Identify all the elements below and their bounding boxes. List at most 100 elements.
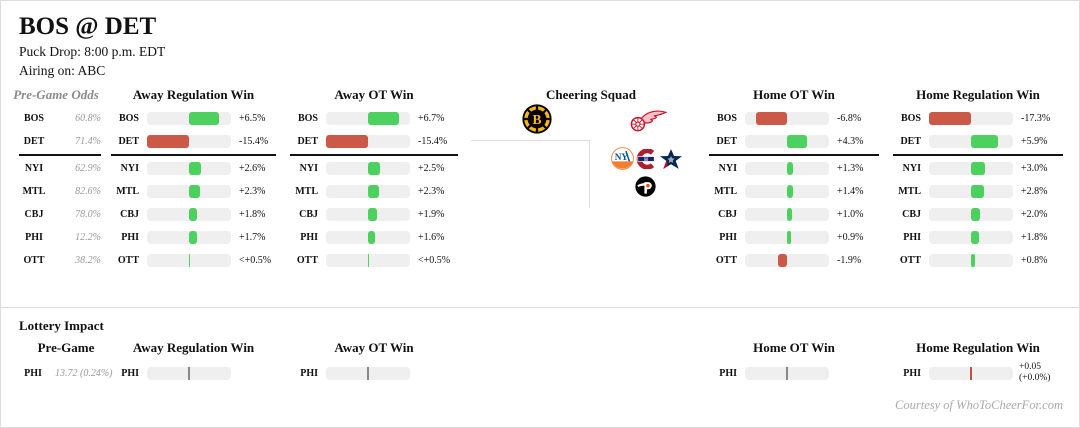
impact-row: NYI +3.0% xyxy=(893,157,1063,180)
impact-bar-fill xyxy=(787,135,807,148)
team-label: PHI xyxy=(719,232,737,243)
impact-bar-fill xyxy=(755,112,787,125)
impact-value: +3.0% xyxy=(1021,163,1048,174)
pregame-odds-title: Pre-Game Odds xyxy=(13,87,99,102)
impact-bar-fill xyxy=(787,162,793,175)
impact-bar-fill xyxy=(368,185,379,198)
team-label: BOS xyxy=(23,113,44,124)
svg-text:NY: NY xyxy=(615,152,629,162)
column-header: Home OT Win xyxy=(753,340,835,355)
impact-row: CBJ +2.0% xyxy=(893,203,1063,226)
lottery-home-regulation-column: Home Regulation Win PHI +0.05 (+0.0%) xyxy=(893,340,1063,383)
column-header: Away Regulation Win xyxy=(132,340,255,355)
blue-jackets-logo-icon xyxy=(660,149,682,169)
team-label: BOS xyxy=(900,113,921,124)
impact-value: +6.7% xyxy=(418,113,445,124)
impact-bar-fill xyxy=(189,185,200,198)
impact-value: -15.4% xyxy=(418,136,448,147)
team-label: MTL xyxy=(116,186,139,197)
impact-bar-fill xyxy=(971,254,975,267)
impact-bar xyxy=(929,162,1013,175)
impact-row: MTL +1.4% xyxy=(709,180,879,203)
lottery-row: PHI xyxy=(290,363,458,383)
team-label: MTL xyxy=(714,186,737,197)
impact-row: OTT -1.9% xyxy=(709,249,879,272)
team-label: PHI xyxy=(121,232,139,243)
pregame-odds-value: 12.2% xyxy=(75,232,101,243)
team-label: CBJ xyxy=(299,209,318,220)
impact-bar xyxy=(147,135,231,148)
impact-bar xyxy=(326,231,410,244)
impact-row: DET +4.3% xyxy=(709,130,879,153)
team-label: OTT xyxy=(715,255,737,266)
impact-bar-fill xyxy=(189,112,219,125)
impact-row: BOS -17.3% xyxy=(893,107,1063,130)
impact-bar-fill xyxy=(971,162,985,175)
cheering-squad-section: Cheering Squad B NY xyxy=(471,87,711,232)
pregame-odds-row: NYI 62.9% xyxy=(11,157,101,180)
team-label: PHI xyxy=(121,367,139,379)
lottery-value: +0.05 (+0.0%) xyxy=(1019,362,1050,385)
flyers-logo-icon xyxy=(635,176,656,197)
lottery-tick xyxy=(970,366,972,380)
pregame-odds-column: Pre-Game Odds BOS 60.8% DET 71.4% NYI 62.9% MTL… xyxy=(11,87,101,272)
lottery-tick xyxy=(367,366,369,380)
section-divider xyxy=(1,307,1079,308)
team-label: CBJ xyxy=(718,209,737,220)
lottery-tick xyxy=(188,366,190,380)
impact-row: NYI +1.3% xyxy=(709,157,879,180)
impact-value: +1.8% xyxy=(239,209,266,220)
lottery-row: PHI xyxy=(709,363,879,383)
lottery-row: PHI xyxy=(111,363,276,383)
impact-bar xyxy=(147,162,231,175)
team-label: PHI xyxy=(903,367,921,379)
team-label: OTT xyxy=(899,255,921,266)
away-ot-win-column: Away OT Win BOS +6.7% DET -15.4% NYI +2.5% MTL +… xyxy=(290,87,458,272)
home-ot-win-column: Home OT Win BOS -6.8% DET +4.3% NYI +1.3% MTL +1… xyxy=(709,87,879,272)
impact-row: CBJ +1.0% xyxy=(709,203,879,226)
impact-bar xyxy=(745,135,829,148)
impact-bar xyxy=(745,254,829,267)
impact-value: +2.0% xyxy=(1021,209,1048,220)
impact-row: DET -15.4% xyxy=(111,130,276,153)
lottery-bar xyxy=(147,366,231,380)
impact-value: +0.9% xyxy=(837,232,864,243)
impact-row: BOS +6.5% xyxy=(111,107,276,130)
impact-row: BOS -6.8% xyxy=(709,107,879,130)
impact-value: +2.6% xyxy=(239,163,266,174)
impact-value: +6.5% xyxy=(239,113,266,124)
impact-bar xyxy=(745,185,829,198)
team-label: CBJ xyxy=(120,209,139,220)
pregame-odds-row: CBJ 78.0% xyxy=(11,203,101,226)
impact-bar xyxy=(745,162,829,175)
team-label: NYI xyxy=(718,163,737,174)
impact-bar xyxy=(929,185,1013,198)
impact-row: CBJ +1.8% xyxy=(111,203,276,226)
impact-row: PHI +1.8% xyxy=(893,226,1063,249)
pregame-odds-value: 78.0% xyxy=(75,209,101,220)
team-label: DET xyxy=(297,136,318,147)
impact-bar xyxy=(147,112,231,125)
impact-bar-fill xyxy=(971,231,980,244)
puck-drop-time: Puck Drop: 8:00 p.m. EDT xyxy=(19,44,166,59)
impact-value: +5.9% xyxy=(1021,136,1048,147)
away-regulation-win-column: Away Regulation Win BOS +6.5% DET -15.4% NYI +… xyxy=(111,87,276,272)
impact-bar-fill xyxy=(189,231,197,244)
airing-channel: Airing on: ABC xyxy=(19,63,106,78)
impact-bar xyxy=(745,208,829,221)
impact-bar xyxy=(326,208,410,221)
impact-bar xyxy=(326,185,410,198)
team-label: DET xyxy=(118,136,139,147)
canadiens-logo-icon: H xyxy=(636,149,655,169)
team-label: PHI xyxy=(903,232,921,243)
impact-bar-fill xyxy=(787,231,792,244)
impact-bar-fill xyxy=(368,162,380,175)
team-label: PHI xyxy=(719,367,737,379)
game-header: BOS @ DET Puck Drop: 8:00 p.m. EDT Airin… xyxy=(19,13,165,79)
divider-line xyxy=(893,154,1063,156)
pregame-odds-row: MTL 82.6% xyxy=(11,180,101,203)
impact-value: +1.0% xyxy=(837,209,864,220)
impact-value: -17.3% xyxy=(1021,113,1051,124)
impact-row: MTL +2.3% xyxy=(290,180,458,203)
impact-bar-fill xyxy=(929,112,971,125)
